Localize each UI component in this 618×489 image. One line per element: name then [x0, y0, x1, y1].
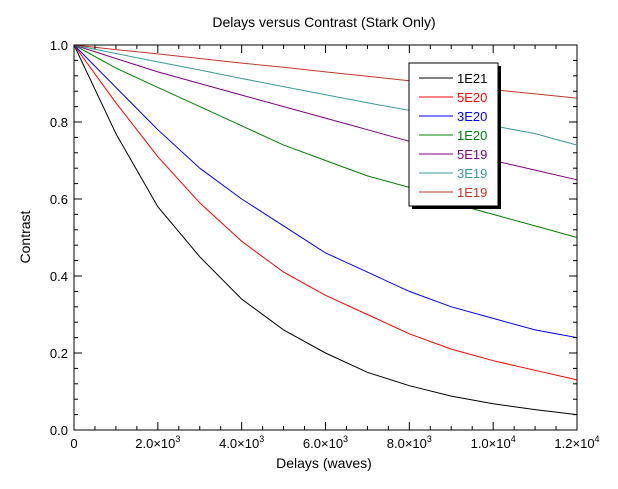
x-tick-label: 0 — [70, 436, 77, 451]
x-tick-label: 4.0×103 — [219, 434, 264, 451]
axis-ticks: 0 2.0×103 4.0×103 6.0×103 8.0×103 1.0×104 1.2×… — [50, 38, 600, 451]
series-line-5e20 — [73, 44, 578, 381]
legend: 1E21 5E20 3E20 1E20 5E19 3E19 1E19 — [408, 62, 501, 209]
legend-label: 5E19 — [457, 147, 487, 162]
x-tick-label: 1.2×104 — [554, 434, 599, 451]
legend-label: 3E20 — [457, 109, 487, 124]
series-line-5e19 — [73, 44, 578, 181]
x-tick-label: 8.0×103 — [387, 434, 432, 451]
y-tick-label: 0.8 — [50, 115, 68, 130]
y-tick-label: 0.6 — [50, 192, 68, 207]
y-tick-label: 0.0 — [50, 423, 68, 438]
x-tick-label: 2.0×103 — [135, 434, 180, 451]
legend-label: 1E19 — [457, 185, 487, 200]
plot-frame — [73, 44, 578, 431]
x-axis-label: Delays (waves) — [276, 455, 372, 471]
series-line-3e19 — [73, 44, 578, 146]
y-tick-label: 0.4 — [50, 269, 68, 284]
x-tick-label: 1.0×104 — [471, 434, 516, 451]
y-tick-label: 1.0 — [50, 38, 68, 53]
series-line-1e21 — [73, 44, 578, 416]
y-axis-label: Contrast — [17, 210, 33, 263]
series-line-3e20 — [73, 44, 578, 339]
series-lines — [73, 44, 578, 416]
legend-label: 5E20 — [457, 90, 487, 105]
y-tick-label: 0.2 — [50, 346, 68, 361]
legend-label: 1E20 — [457, 128, 487, 143]
x-tick-label: 6.0×103 — [303, 434, 348, 451]
series-line-1e20 — [73, 44, 578, 238]
plot-axes — [73, 44, 578, 431]
chart-title: Delays versus Contrast (Stark Only) — [212, 14, 435, 30]
legend-label: 1E21 — [457, 71, 487, 86]
legend-label: 3E19 — [457, 166, 487, 181]
